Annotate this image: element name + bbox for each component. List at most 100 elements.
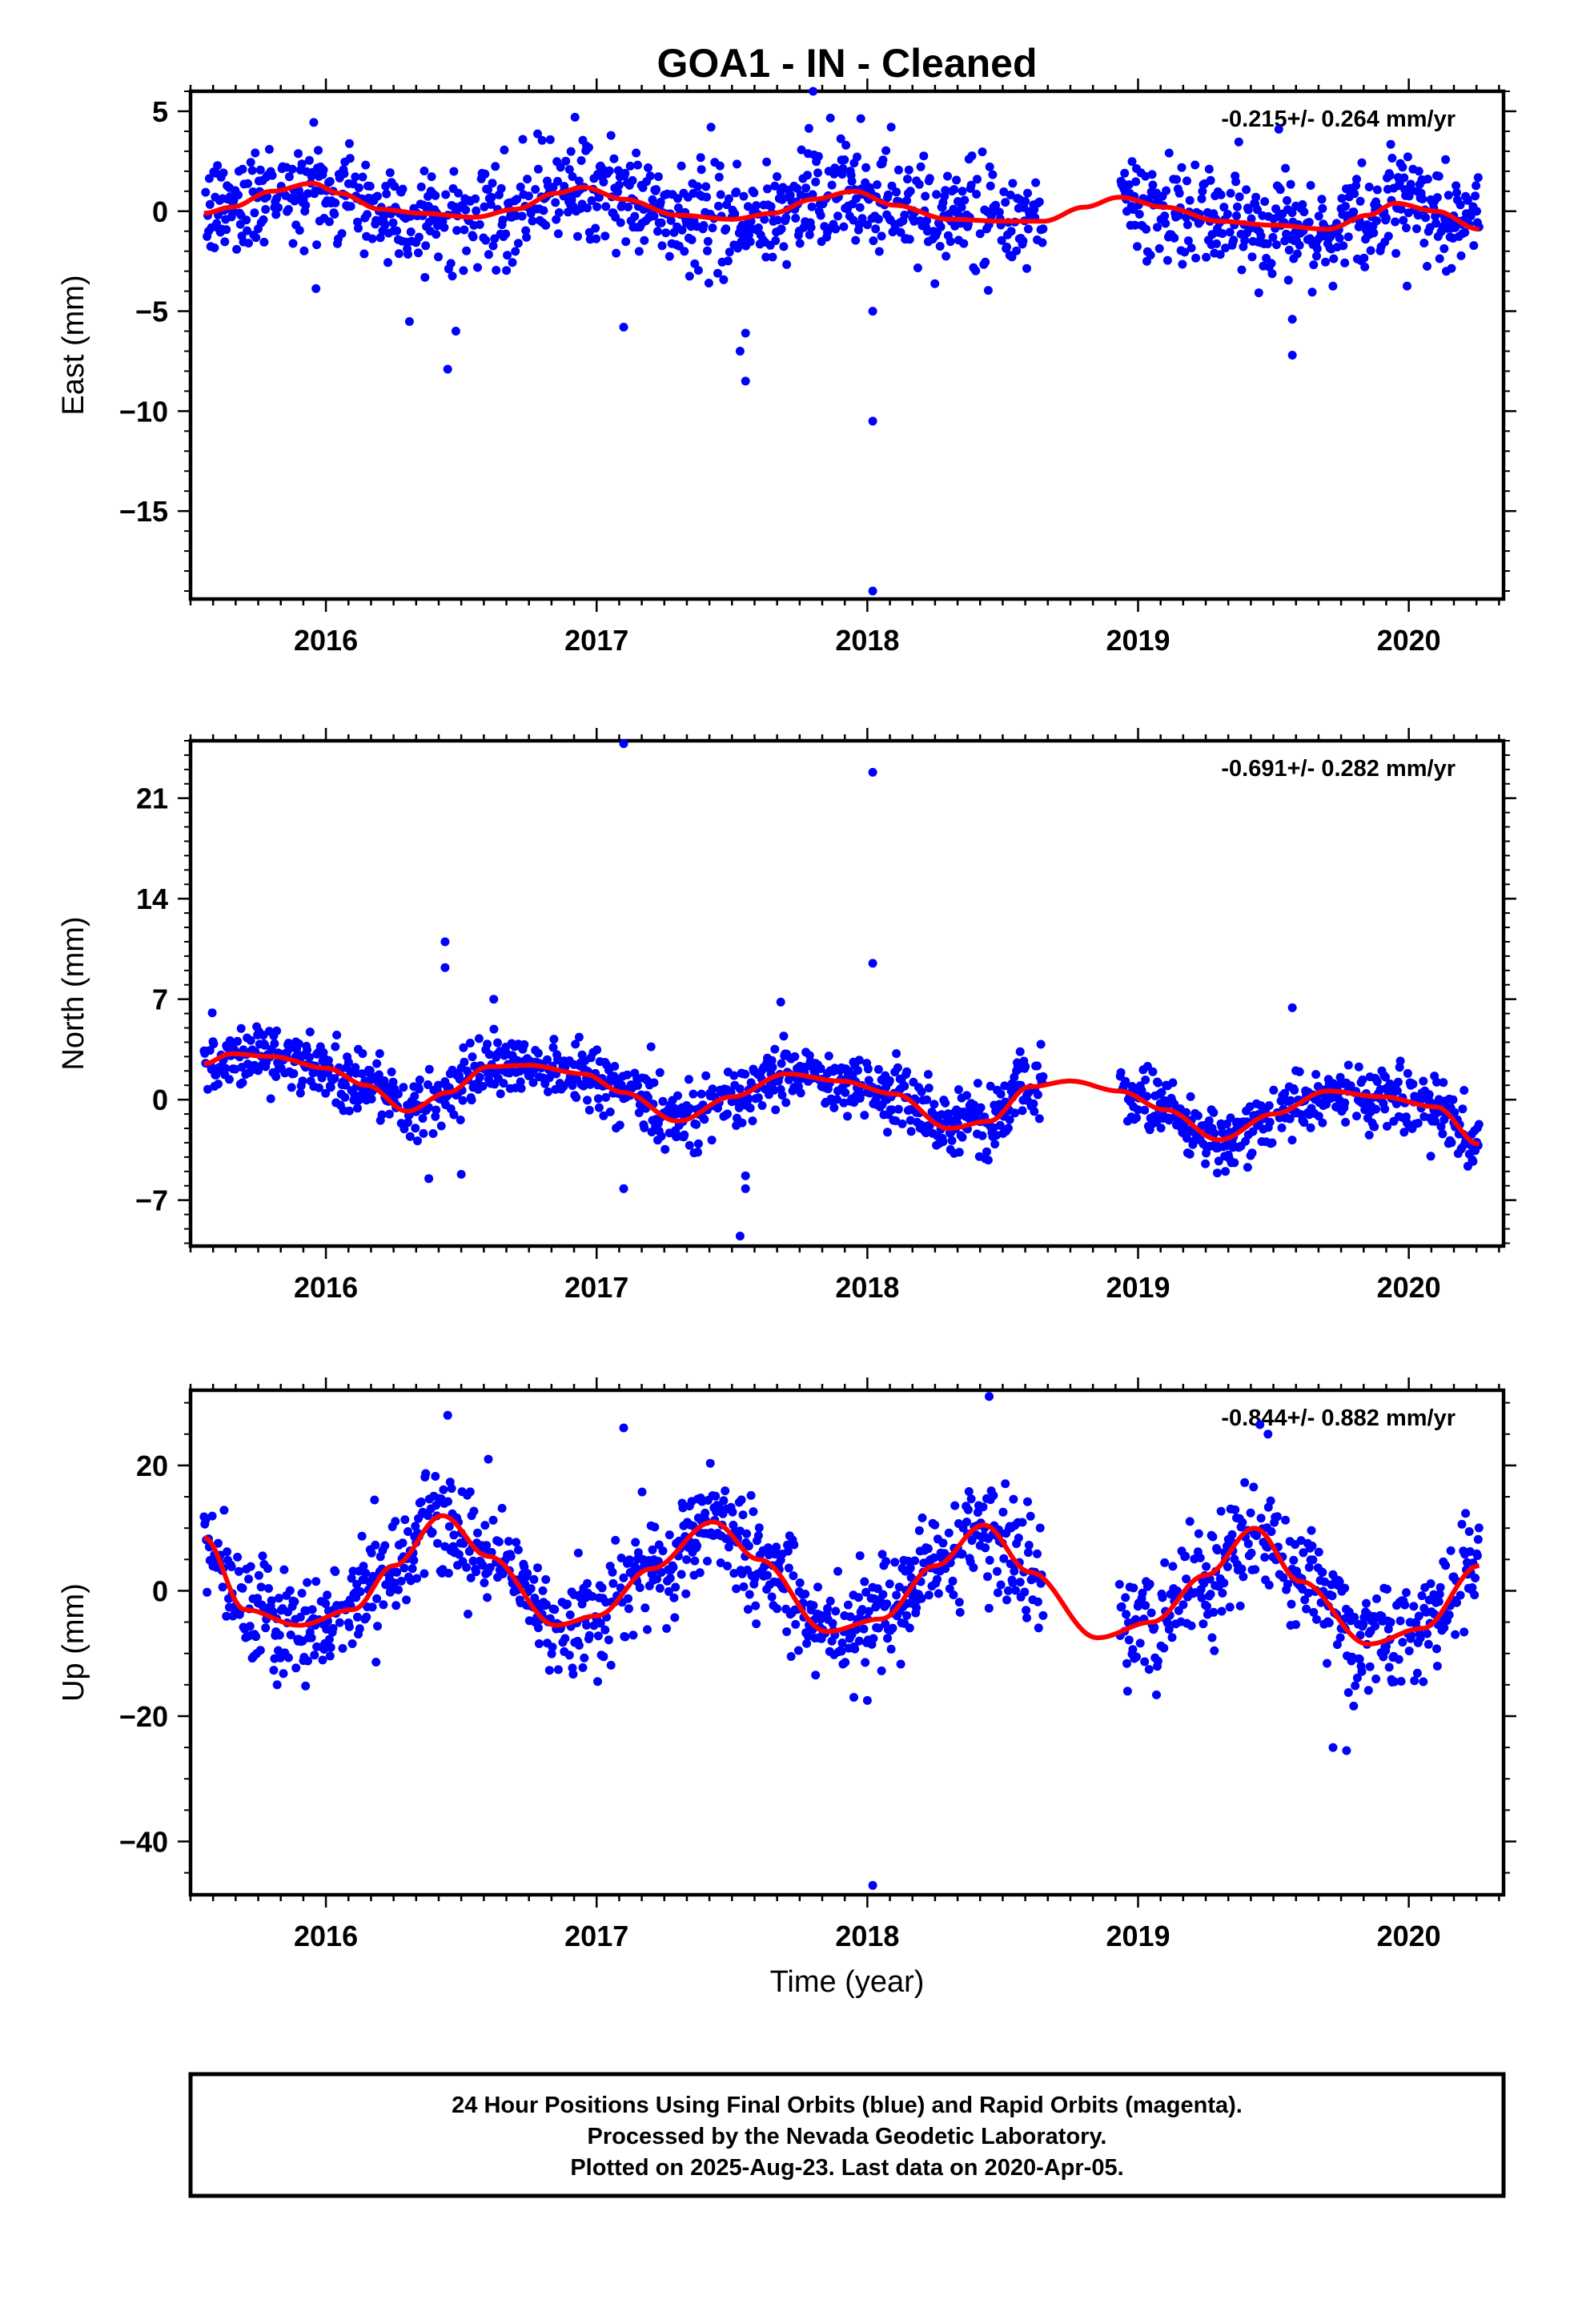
data-point (837, 1647, 846, 1656)
data-point (1002, 242, 1011, 251)
data-point (392, 226, 402, 235)
data-point (593, 1631, 603, 1641)
data-point (1038, 238, 1047, 247)
data-point (207, 1008, 217, 1018)
outlier-point (424, 1174, 434, 1184)
data-point (1372, 1077, 1382, 1087)
data-point (914, 179, 924, 189)
data-point (1141, 171, 1150, 181)
data-point (1131, 1614, 1141, 1624)
data-point (767, 1055, 777, 1065)
data-point (1114, 1579, 1124, 1589)
data-point (219, 1506, 229, 1515)
data-point (851, 235, 861, 245)
data-point (565, 1610, 575, 1619)
outlier-point (570, 112, 580, 122)
data-point (297, 1589, 307, 1598)
data-point (843, 1112, 852, 1121)
outlier-point (456, 1169, 466, 1179)
y-tick-label: −20 (119, 1700, 168, 1733)
data-point (789, 1540, 799, 1550)
data-point (729, 1569, 739, 1578)
data-point (852, 194, 861, 203)
data-point (1024, 1541, 1034, 1550)
data-point (1263, 239, 1272, 248)
data-point (673, 194, 682, 203)
data-point (512, 1538, 521, 1547)
model-fit-curve (203, 1051, 1480, 1147)
data-point (353, 1104, 362, 1113)
data-point (330, 210, 339, 219)
outlier-point (741, 376, 750, 386)
data-point (1182, 1574, 1191, 1584)
data-point (561, 156, 571, 166)
data-point (902, 1610, 912, 1620)
data-point (606, 131, 616, 140)
data-point (411, 1522, 420, 1531)
data-point (392, 1567, 402, 1577)
data-point (1137, 1086, 1146, 1095)
data-point (649, 1078, 659, 1088)
data-point (469, 1506, 479, 1516)
data-point (881, 146, 891, 155)
data-point (656, 1132, 666, 1141)
data-point (1122, 1659, 1131, 1668)
data-point (1355, 1630, 1365, 1640)
data-point (1279, 1573, 1288, 1582)
data-point (1204, 1116, 1214, 1125)
data-point (808, 190, 817, 199)
data-point (418, 1114, 428, 1123)
data-point (460, 1057, 469, 1067)
data-point (1026, 1511, 1035, 1521)
data-point (270, 1039, 279, 1048)
data-point (1365, 1662, 1375, 1671)
data-point (1234, 137, 1243, 147)
data-point (611, 1535, 620, 1545)
data-point (856, 114, 865, 123)
outlier-point (272, 1680, 282, 1690)
data-point (362, 1612, 371, 1622)
x-tick-label: 2019 (1106, 624, 1170, 657)
data-point (1162, 255, 1172, 265)
data-point (793, 183, 801, 193)
data-point (485, 1562, 495, 1572)
data-point (1286, 179, 1295, 189)
outlier-point (1287, 315, 1297, 324)
data-point (777, 1091, 787, 1100)
y-tick-label: 20 (136, 1449, 168, 1482)
data-point (922, 1095, 932, 1104)
data-point (1362, 1598, 1371, 1608)
data-point (1299, 1118, 1309, 1128)
data-point (1402, 223, 1411, 233)
data-point (1170, 233, 1179, 243)
data-point (1447, 1138, 1456, 1148)
figure-title: GOA1 - IN - Cleaned (656, 41, 1037, 86)
data-point (299, 246, 309, 255)
data-point (1157, 1088, 1166, 1097)
data-point (1134, 210, 1144, 219)
data-point (416, 182, 426, 191)
data-point (1452, 181, 1461, 191)
data-point (1237, 1564, 1247, 1574)
data-point (244, 239, 253, 248)
data-point (1441, 1561, 1451, 1570)
data-point (666, 215, 676, 225)
data-point (930, 279, 940, 288)
data-point (1371, 1675, 1381, 1683)
footer-box (188, 2072, 1506, 2198)
data-point (1206, 1590, 1215, 1599)
data-point (1140, 1105, 1150, 1115)
data-point (600, 1625, 610, 1634)
data-point (886, 123, 896, 132)
data-point (449, 167, 459, 176)
data-point (609, 154, 619, 163)
data-point (669, 1562, 678, 1572)
data-point (415, 1076, 424, 1084)
data-point (742, 1529, 752, 1538)
data-point (1318, 1567, 1327, 1577)
data-point (245, 1622, 255, 1631)
data-point (444, 1569, 453, 1578)
data-point (1230, 1158, 1239, 1168)
data-point (1140, 1657, 1150, 1667)
data-point (201, 187, 211, 197)
